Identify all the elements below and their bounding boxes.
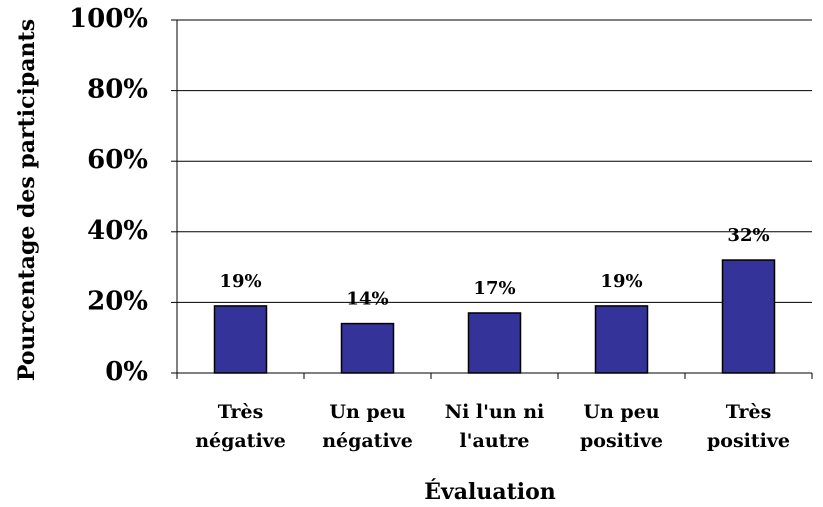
bar [213,305,268,374]
bar [594,305,649,374]
bar [467,312,522,374]
y-tick-label: 60% [87,145,148,175]
data-label: 17% [473,278,515,299]
y-tick-label: 0% [105,357,148,387]
y-tick-label: 80% [87,75,148,105]
x-axis-title: Évaluation [424,478,556,505]
x-tick-label: Ni l'un ni l'autre [444,401,545,452]
bar [340,322,395,374]
data-label: 32% [727,225,769,246]
x-tick-label: Très positive [707,401,790,452]
x-tick-label: Très négative [195,401,286,452]
y-tick-label: 20% [87,286,148,316]
bar [721,259,776,374]
y-axis-title: Pourcentage des participants [14,19,40,381]
y-tick-label: 100% [69,4,148,34]
data-label: 19% [219,271,261,292]
data-label: 19% [600,271,642,292]
y-tick-label: 40% [87,216,148,246]
data-label: 14% [346,289,388,310]
x-tick-label: Un peu positive [580,401,663,452]
x-tick-label: Un peu négative [322,401,413,452]
